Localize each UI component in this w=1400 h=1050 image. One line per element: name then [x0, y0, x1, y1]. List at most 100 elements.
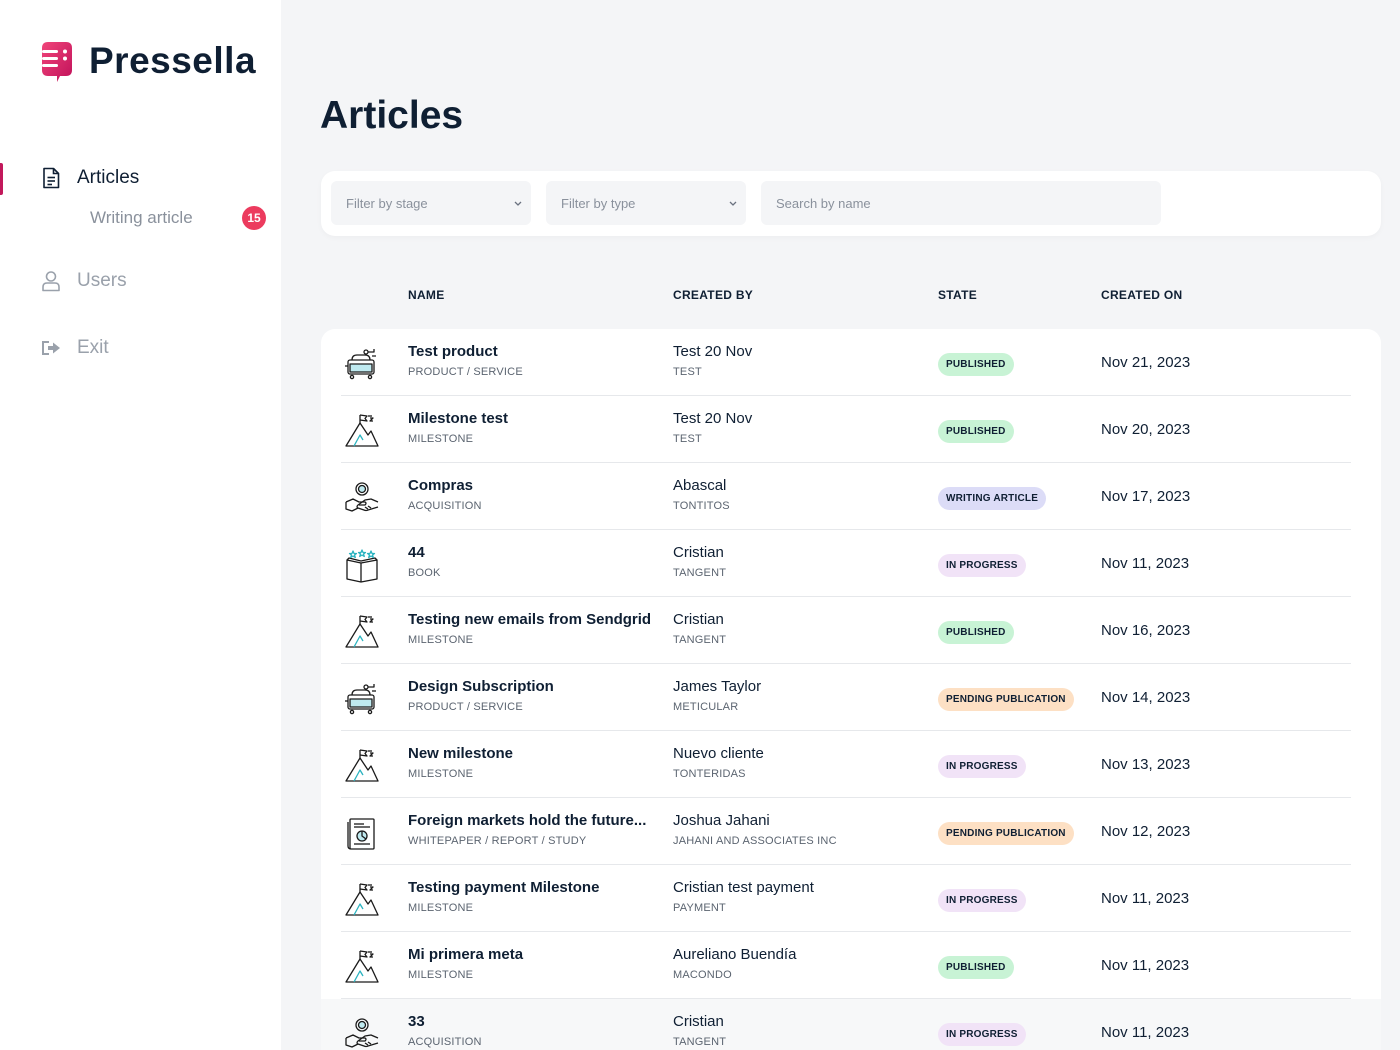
table-row[interactable]: 44 BOOK Cristian TANGENT IN PROGRESS Nov 11, …: [321, 530, 1381, 597]
status-badge: PUBLISHED: [938, 353, 1014, 376]
creator-name: Cristian: [673, 611, 724, 628]
creator-company: METICULAR: [673, 701, 739, 713]
created-date: Nov 21, 2023: [1101, 354, 1191, 371]
table-row[interactable]: Testing payment Milestone MILESTONE Cristi…: [321, 865, 1381, 932]
document-icon: [40, 167, 62, 189]
milestone-icon: [344, 614, 380, 650]
user-icon: [40, 270, 62, 292]
creator-company: TEST: [673, 366, 702, 378]
status-badge: IN PROGRESS: [938, 889, 1026, 912]
milestone-icon: [344, 882, 380, 918]
stage-filter-placeholder: Filter by stage: [346, 195, 428, 211]
status-badge: PENDING PUBLICATION: [938, 688, 1074, 711]
creator-company: TANGENT: [673, 1036, 727, 1048]
created-date: Nov 13, 2023: [1101, 756, 1191, 773]
article-name[interactable]: Design Subscription: [408, 678, 554, 695]
chevron-down-icon: [513, 196, 523, 206]
table-row[interactable]: Milestone test MILESTONE Test 20 Nov TEST PU…: [321, 396, 1381, 463]
exit-icon: [40, 337, 62, 359]
creator-company: JAHANI AND ASSOCIATES INC: [673, 835, 837, 847]
creator-name: Nuevo cliente: [673, 745, 764, 762]
created-date: Nov 12, 2023: [1101, 823, 1191, 840]
column-header-state[interactable]: STATE: [938, 288, 978, 302]
status-badge: IN PROGRESS: [938, 755, 1026, 778]
column-header-created-on[interactable]: CREATED ON: [1101, 288, 1183, 302]
type-filter-select[interactable]: Filter by type: [546, 181, 746, 225]
creator-company: MACONDO: [673, 969, 732, 981]
article-name[interactable]: Test product: [408, 343, 498, 360]
creator-name: Aureliano Buendía: [673, 946, 797, 963]
article-type: ACQUISITION: [408, 1036, 482, 1048]
creator-name: Test 20 Nov: [673, 343, 753, 360]
article-type: PRODUCT / SERVICE: [408, 366, 523, 378]
status-badge: PUBLISHED: [938, 420, 1014, 443]
article-name[interactable]: 44: [408, 544, 425, 561]
table-row[interactable]: 33 ACQUISITION Cristian TANGENT IN PROGRESS N…: [321, 999, 1381, 1050]
row-divider: [341, 998, 1351, 999]
status-badge: WRITING ARTICLE: [938, 487, 1047, 510]
article-type: MILESTONE: [408, 969, 474, 981]
status-badge: PENDING PUBLICATION: [938, 822, 1074, 845]
sidebar-item-label: Users: [77, 270, 127, 291]
column-header-created-by[interactable]: CREATED BY: [673, 288, 754, 302]
stage-filter-select[interactable]: Filter by stage: [331, 181, 531, 225]
chevron-down-icon: [728, 196, 738, 206]
created-date: Nov 11, 2023: [1101, 1024, 1190, 1041]
acquisition-icon: [344, 480, 380, 516]
sidebar-item-exit[interactable]: Exit: [0, 331, 281, 365]
status-badge: PUBLISHED: [938, 956, 1014, 979]
type-filter-placeholder: Filter by type: [561, 195, 636, 211]
table-row[interactable]: Foreign markets hold the future... WHITEP…: [321, 798, 1381, 865]
article-type: ACQUISITION: [408, 500, 482, 512]
article-name[interactable]: New milestone: [408, 745, 514, 762]
created-date: Nov 11, 2023: [1101, 957, 1190, 974]
sidebar-item-users[interactable]: Users: [0, 264, 281, 298]
row-divider: [341, 864, 1351, 865]
table-row[interactable]: New milestone MILESTONE Nuevo cliente TONTE…: [321, 731, 1381, 798]
table-row[interactable]: Mi primera meta MILESTONE Aureliano Buendí…: [321, 932, 1381, 999]
sidebar-subitem-label: Writing article: [90, 208, 193, 227]
creator-company: TONTERIDAS: [673, 768, 746, 780]
table-row[interactable]: Design Subscription PRODUCT / SERVICE Jame…: [321, 664, 1381, 731]
status-badge: PUBLISHED: [938, 621, 1014, 644]
acquisition-icon: [344, 1016, 380, 1050]
article-name[interactable]: Testing new emails from Sendgrid: [408, 611, 652, 628]
milestone-icon: [344, 949, 380, 985]
creator-name: Cristian test payment: [673, 879, 814, 896]
table-row[interactable]: Testing new emails from Sendgrid MILESTON…: [321, 597, 1381, 664]
sidebar-subitem-writing-article[interactable]: Writing article 15: [90, 205, 270, 231]
logo[interactable]: Pressella: [40, 40, 256, 82]
row-divider: [341, 730, 1351, 731]
articles-table: Test product PRODUCT / SERVICE Test 20 Nov…: [321, 329, 1381, 1050]
article-type: BOOK: [408, 567, 441, 579]
created-date: Nov 14, 2023: [1101, 689, 1191, 706]
creator-company: TANGENT: [673, 567, 727, 579]
article-name[interactable]: Mi primera meta: [408, 946, 524, 963]
article-name[interactable]: Milestone test: [408, 410, 509, 427]
status-badge: IN PROGRESS: [938, 1023, 1026, 1046]
book-icon: [344, 547, 380, 583]
article-name[interactable]: 33: [408, 1013, 425, 1030]
article-type: WHITEPAPER / REPORT / STUDY: [408, 835, 587, 847]
table-row[interactable]: Test product PRODUCT / SERVICE Test 20 Nov…: [321, 329, 1381, 396]
article-type: MILESTONE: [408, 768, 474, 780]
sidebar: Pressella Articles Writing article 15 Us…: [0, 0, 281, 1050]
table-row[interactable]: Compras ACQUISITION Abascal TONTITOS WRITING…: [321, 463, 1381, 530]
search-input[interactable]: [761, 181, 1161, 225]
article-type: MILESTONE: [408, 902, 474, 914]
sidebar-item-articles[interactable]: Articles: [0, 161, 281, 195]
created-date: Nov 11, 2023: [1101, 555, 1190, 572]
app-name: Pressella: [89, 40, 257, 81]
article-name[interactable]: Foreign markets hold the future...: [408, 812, 647, 829]
article-type: PRODUCT / SERVICE: [408, 701, 523, 713]
article-name[interactable]: Compras: [408, 477, 474, 494]
sidebar-item-label: Articles: [77, 167, 140, 188]
article-name[interactable]: Testing payment Milestone: [408, 879, 600, 896]
column-header-name[interactable]: NAME: [408, 288, 445, 302]
creator-name: Cristian: [673, 544, 724, 561]
page-title: Articles: [320, 94, 464, 137]
sidebar-item-label: Exit: [77, 337, 109, 358]
milestone-icon: [344, 413, 380, 449]
row-divider: [341, 931, 1351, 932]
creator-company: TONTITOS: [673, 500, 730, 512]
